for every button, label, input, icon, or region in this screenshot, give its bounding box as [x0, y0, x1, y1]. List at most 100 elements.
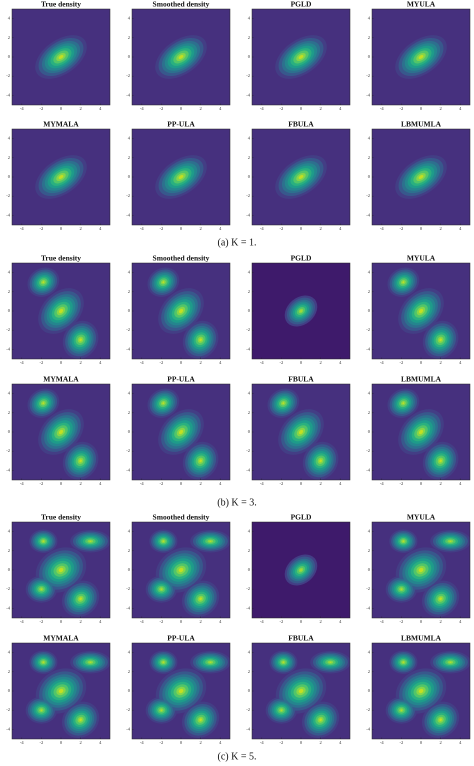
- x-tick-label: -2: [40, 481, 44, 486]
- y-tick-label: -4: [246, 605, 250, 610]
- x-tick-label: -4: [380, 619, 384, 624]
- contour: [329, 661, 332, 663]
- contour: [58, 429, 64, 435]
- contour: [178, 429, 184, 435]
- x-tick-label: -4: [140, 106, 144, 111]
- contour: [58, 54, 64, 60]
- x-tick-label: 0: [420, 619, 423, 624]
- panel: LBMUMLA -4 -2 0 2 4 4 2 0 -2 -4: [366, 375, 471, 486]
- contour: [298, 429, 304, 435]
- x-tick-label: 4: [339, 619, 342, 624]
- contour: [298, 174, 304, 180]
- contour: [178, 174, 184, 180]
- y-tick-label: 4: [8, 136, 11, 141]
- x-tick-label: 0: [180, 481, 183, 486]
- panel-title: Smoothed density: [153, 0, 210, 9]
- x-tick-label: 4: [99, 481, 102, 486]
- x-tick-label: 2: [319, 106, 321, 111]
- y-tick-label: 4: [128, 270, 131, 275]
- y-tick-label: -4: [366, 467, 370, 472]
- y-tick-label: 4: [248, 529, 251, 534]
- y-tick-label: 0: [248, 308, 251, 313]
- y-tick-label: 4: [128, 529, 131, 534]
- panel-title: True density: [41, 254, 81, 263]
- x-tick-label: -2: [280, 106, 284, 111]
- x-tick-label: 2: [439, 226, 441, 231]
- x-tick-label: -2: [280, 740, 284, 745]
- plot-area: [12, 384, 110, 480]
- panel-title: FBULA: [288, 120, 314, 129]
- x-tick-label: 4: [219, 481, 222, 486]
- y-tick-label: -2: [6, 448, 10, 453]
- panel-title: MYULA: [407, 513, 436, 522]
- contour: [439, 338, 442, 342]
- y-tick-label: 2: [368, 669, 370, 674]
- panel-title: True density: [41, 513, 81, 522]
- x-tick-label: 4: [459, 106, 462, 111]
- x-tick-label: 2: [199, 226, 201, 231]
- y-tick-label: 4: [8, 391, 11, 396]
- y-tick-label: 0: [248, 567, 251, 572]
- x-tick-label: -4: [380, 106, 384, 111]
- y-tick-label: 0: [8, 308, 11, 313]
- y-tick-label: 2: [248, 410, 250, 415]
- x-tick-label: 2: [199, 106, 201, 111]
- plot-area: [132, 263, 230, 359]
- x-tick-label: -4: [380, 226, 384, 231]
- x-tick-label: 2: [199, 740, 201, 745]
- x-tick-label: -4: [140, 619, 144, 624]
- y-tick-label: -4: [6, 346, 10, 351]
- y-tick-label: 0: [248, 688, 251, 693]
- y-tick-label: 4: [368, 529, 371, 534]
- x-tick-label: 2: [319, 619, 321, 624]
- contour: [280, 709, 283, 711]
- panel: PGLD -4 -2 0 2 4 4 2 0 -2 -4: [246, 254, 351, 365]
- x-tick-label: -2: [160, 106, 164, 111]
- x-tick-label: -2: [160, 740, 164, 745]
- y-tick-label: 0: [368, 688, 371, 693]
- y-tick-label: 4: [8, 650, 11, 655]
- x-tick-label: -2: [40, 619, 44, 624]
- x-tick-label: 0: [180, 740, 183, 745]
- x-tick-label: -4: [380, 360, 384, 365]
- contour: [400, 588, 403, 590]
- x-tick-label: 0: [420, 481, 423, 486]
- plot-area: [372, 643, 470, 739]
- x-tick-label: -2: [40, 740, 44, 745]
- x-tick-label: -4: [260, 226, 264, 231]
- y-tick-label: 0: [248, 174, 251, 179]
- contour: [162, 281, 165, 284]
- x-tick-label: 2: [199, 360, 201, 365]
- y-tick-label: -4: [126, 92, 130, 97]
- y-tick-label: 4: [248, 16, 251, 21]
- x-tick-label: -4: [20, 106, 24, 111]
- y-tick-label: -2: [6, 586, 10, 591]
- x-tick-label: 2: [79, 106, 81, 111]
- x-tick-label: 4: [459, 226, 462, 231]
- contour: [162, 402, 165, 405]
- x-tick-label: 4: [99, 226, 102, 231]
- x-tick-label: 0: [300, 360, 303, 365]
- y-tick-label: 0: [248, 429, 251, 434]
- panel: PP-ULA -4 -2 0 2 4 4 2 0 -2 -4: [126, 120, 231, 231]
- plot-area: [12, 129, 110, 225]
- y-tick-label: -4: [6, 605, 10, 610]
- caption: (c) K = 5.: [218, 751, 257, 762]
- x-tick-label: 2: [199, 619, 201, 624]
- plot-area: [372, 9, 470, 105]
- panel: MYULA -4 -2 0 2 4 4 2 0 -2 -4: [366, 513, 471, 624]
- y-tick-label: 2: [368, 410, 370, 415]
- panel: Smoothed density -4 -2 0 2 4 4 2 0 -2 -4: [126, 0, 231, 111]
- contour: [319, 718, 322, 722]
- x-tick-label: -4: [20, 619, 24, 624]
- y-tick-label: -4: [366, 605, 370, 610]
- panel: PP-ULA -4 -2 0 2 4 4 2 0 -2 -4: [126, 375, 231, 486]
- y-tick-label: 2: [8, 289, 10, 294]
- y-tick-label: -4: [246, 346, 250, 351]
- panel-title: MYMALA: [43, 634, 79, 643]
- x-tick-label: 2: [79, 360, 81, 365]
- plot-area: [252, 384, 350, 480]
- x-tick-label: 4: [339, 226, 342, 231]
- x-tick-label: 2: [439, 481, 441, 486]
- y-tick-label: -2: [366, 193, 370, 198]
